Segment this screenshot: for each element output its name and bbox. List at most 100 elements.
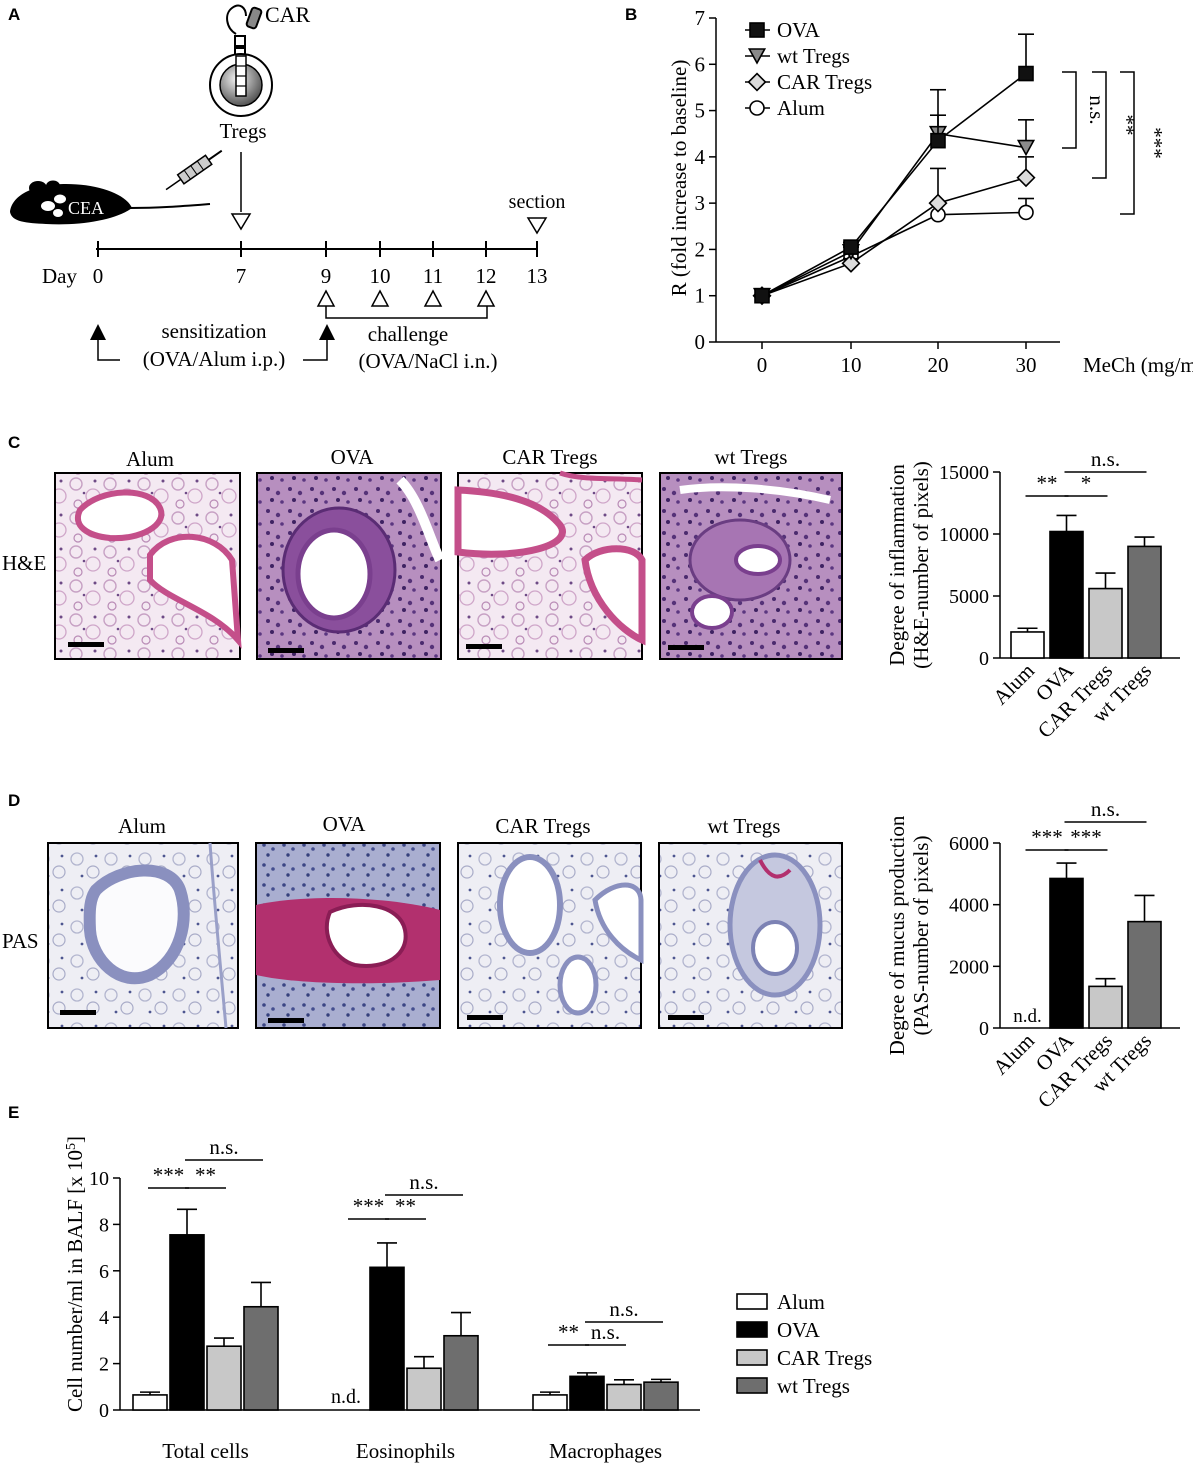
day-label: Day [42,264,77,288]
b-point-ova [930,132,946,149]
C-bar-car-tregs [1088,587,1123,659]
panel-label-c: C [8,433,20,452]
D-y-axis-label: Degree of mucus production [885,815,909,1055]
chart-b-airway-resistance: 0 1 2 3 4 5 6 7 0 10 20 30 MeCh (mg/ml) R (fold incre… [667,6,1193,377]
b-point-alum [1018,204,1034,221]
C-y-tick-label: 15000 [939,462,989,484]
car-label: CAR [265,2,311,27]
e-significance-label: ** [395,1194,416,1218]
timeline-day-0: 0 [93,264,104,288]
e-bar-wt-tregs-eosinophils [443,1334,479,1411]
e-y-axis-label: Cell number/ml in BALF [x 105] [63,1136,87,1412]
timeline-day-10: 10 [370,264,391,288]
challenge-arrow-icon [316,289,336,307]
b-point-car-tregs [928,193,948,213]
sensitization-detail: (OVA/Alum i.p.) [143,347,286,371]
e-legend-swatch-ova [736,1321,768,1338]
D-y-tick-label: 6000 [949,833,989,855]
pas-image-wt-tregs [658,842,843,1029]
he-row-label: H&E [2,551,46,575]
D-bar-car-tregs [1088,985,1123,1029]
D-significance-label: *** [1031,825,1063,849]
b-y-tick-label: 4 [695,145,706,169]
C-y-axis-label-2: (H&E-number of pixels) [909,461,933,669]
challenge-arrows [316,289,496,307]
e-significance-label: n.s. [209,1135,238,1159]
b-point-wt-tregs [1016,139,1036,157]
D-y-axis-label-2: (PAS-number of pixels) [909,836,933,1036]
b-significance-label: ** [1115,115,1139,136]
e-legend-swatch-wt-tregs [736,1377,768,1394]
b-y-tick-label: 6 [695,52,706,76]
e-significance-label: n.s. [609,1297,638,1321]
e-y-tick-label: 6 [99,1261,109,1283]
b-point-car-tregs [1016,168,1036,188]
e-bar-car-tregs-total-cells [206,1345,242,1411]
b-line-car-tregs [761,176,1027,297]
b-x-tick-label: 20 [928,353,949,377]
pas-image-ova [255,842,441,1029]
panel-label-a: A [8,5,20,24]
e-bar-car-tregs-macrophages [606,1383,642,1411]
scale-bar [668,645,704,650]
e-not-detected-label: n.d. [331,1386,361,1408]
timeline-day-12: 12 [476,264,497,288]
e-category-label-total-cells: Total cells [162,1439,249,1463]
e-significance-label: *** [153,1163,185,1187]
b-legend-marker-ova [749,22,765,38]
panel-a-schematic: CAR Tregs CEA [10,2,565,373]
scale-bar [268,1018,304,1023]
b-significance-label: n.s. [1085,95,1109,124]
C-significance-label: * [1081,471,1092,495]
he-title-wt-tregs: wt Tregs [715,445,788,469]
b-significance-label: *** [1143,127,1167,159]
b-legend-marker-car-tregs [747,72,767,92]
timeline-day-7: 7 [236,264,247,288]
C-y-tick-label: 10000 [939,524,989,546]
section-arrow-icon [526,217,548,235]
e-y-tick-label: 2 [99,1354,109,1376]
e-legend-swatch-alum [736,1293,768,1310]
C-category-label-alum: Alum [988,659,1039,710]
sensitization-arrow-day0-icon [90,324,106,340]
b-line-alum [761,211,1027,297]
e-significance-label: ** [558,1320,579,1344]
scale-bar [467,1015,503,1020]
section-label: section [509,191,566,213]
D-y-tick-label: 0 [979,1018,989,1040]
b-y-tick-label: 2 [695,237,706,261]
e-significance-label: n.s. [409,1170,438,1194]
D-bar-ova [1049,877,1084,1029]
b-y-axis-label: R (fold increase to baseline) [667,60,691,297]
b-x-axis-label: MeCh (mg/ml) [1083,353,1193,377]
timeline-day-11: 11 [423,264,443,288]
e-bar-wt-tregs-total-cells [243,1305,279,1411]
challenge-arrow-icon [476,289,496,307]
he-image-alum [54,472,242,660]
b-point-ova [1018,65,1034,82]
pas-image-alum [47,842,239,1029]
pas-row-label: PAS [2,929,39,953]
D-significance-label: n.s. [1091,797,1120,821]
sensitization-arrow-day9-icon [319,324,335,340]
b-x-tick-label: 0 [757,353,768,377]
b-y-tick-label: 0 [695,330,706,354]
panel-c-he-images: H&E Alum OVA CAR Tregs wt Tregs [2,445,843,660]
he-image-ova [256,472,445,660]
C-significance-label: ** [1037,471,1058,495]
e-significance-label: n.s. [591,1320,620,1344]
b-line-wt-tregs [761,132,1027,297]
e-significance-label: ** [195,1163,216,1187]
b-legend-label-alum: Alum [777,96,825,120]
e-legend-label-wt-tregs: wt Tregs [777,1374,850,1398]
he-title-alum: Alum [126,447,174,471]
b-legend-label-wt-tregs: wt Tregs [777,44,850,68]
e-y-axis-label-end: ] [63,1136,87,1143]
e-bar-alum-macrophages [532,1394,568,1411]
challenge-arrow-icon [423,289,443,307]
D-not-detected-label: n.d. [1013,1006,1042,1027]
e-category-label-eosinophils: Eosinophils [356,1439,455,1463]
timeline-day-ticks: 0 7 9 10 11 12 13 [93,241,548,288]
